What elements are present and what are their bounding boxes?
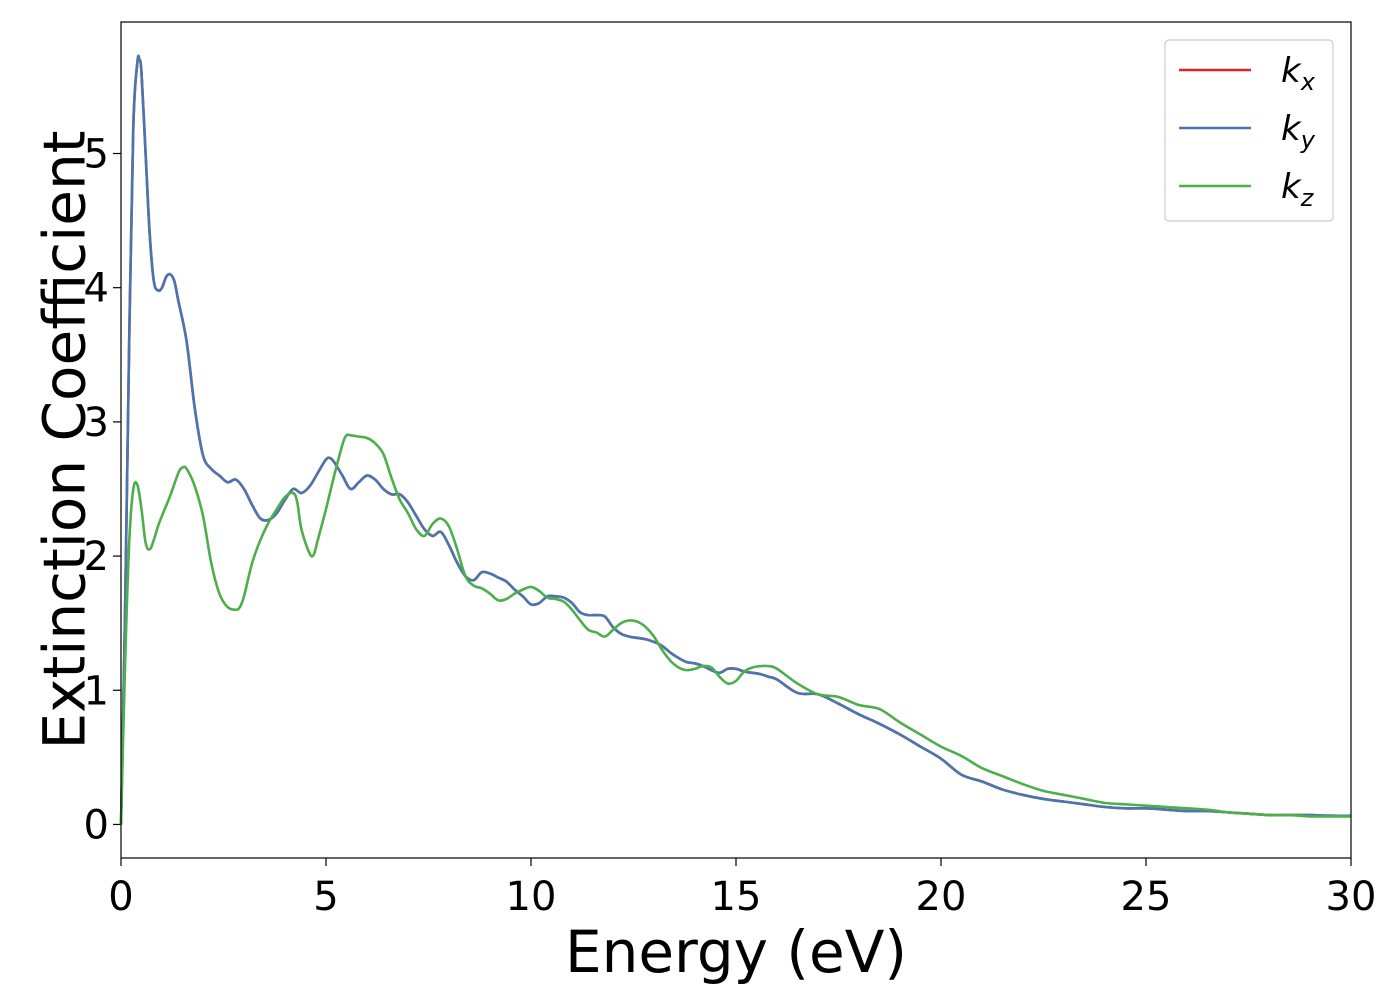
y-tick-label: 1 [84,668,109,714]
legend-label-subscript: x [1300,68,1316,96]
legend-label-base: k [1281,51,1302,91]
x-axis-ticks: 0 5 10 15 20 25 30 [108,858,1376,920]
y-tick-label: 3 [84,400,109,446]
legend-box [1164,39,1334,222]
legend-label-base: k [1281,167,1302,207]
legend-label-subscript: z [1300,184,1315,212]
y-axis-title: Extinction Coefficient [30,131,98,750]
x-tick-label: 30 [1326,874,1377,920]
legend-label-kx: kx [1281,51,1316,96]
y-axis-ticks: 0 1 2 3 4 5 [84,132,121,848]
x-tick-label: 0 [108,874,133,920]
y-tick-label: 2 [84,534,109,580]
x-tick-label: 5 [313,874,338,920]
series-line-kz [119,433,1351,825]
series-line-ky [119,54,1352,825]
legend-label-subscript: y [1300,126,1316,154]
legend-label-base: k [1281,109,1302,149]
legend-label-ky: ky [1281,109,1316,154]
x-tick-label: 25 [1121,874,1172,920]
x-axis-title: Energy (eV) [565,918,907,986]
y-tick-label: 0 [84,802,109,848]
y-tick-label: 5 [84,132,109,178]
x-tick-label: 20 [916,874,967,920]
y-tick-label: 4 [84,266,109,312]
series-lines [119,54,1352,825]
plot-frame [120,21,1352,859]
legend-label-kz: kz [1281,167,1315,212]
x-tick-label: 10 [506,874,557,920]
x-tick-label: 15 [711,874,762,920]
